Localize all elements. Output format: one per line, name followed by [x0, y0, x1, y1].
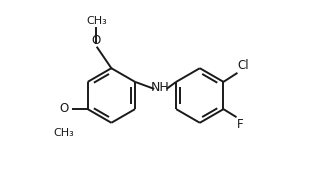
Text: F: F [237, 118, 243, 131]
Text: CH₃: CH₃ [86, 16, 107, 26]
Text: Cl: Cl [238, 59, 249, 72]
Text: O: O [60, 102, 69, 115]
Text: O: O [92, 34, 101, 47]
Text: CH₃: CH₃ [53, 128, 74, 138]
Text: NH: NH [151, 82, 170, 95]
